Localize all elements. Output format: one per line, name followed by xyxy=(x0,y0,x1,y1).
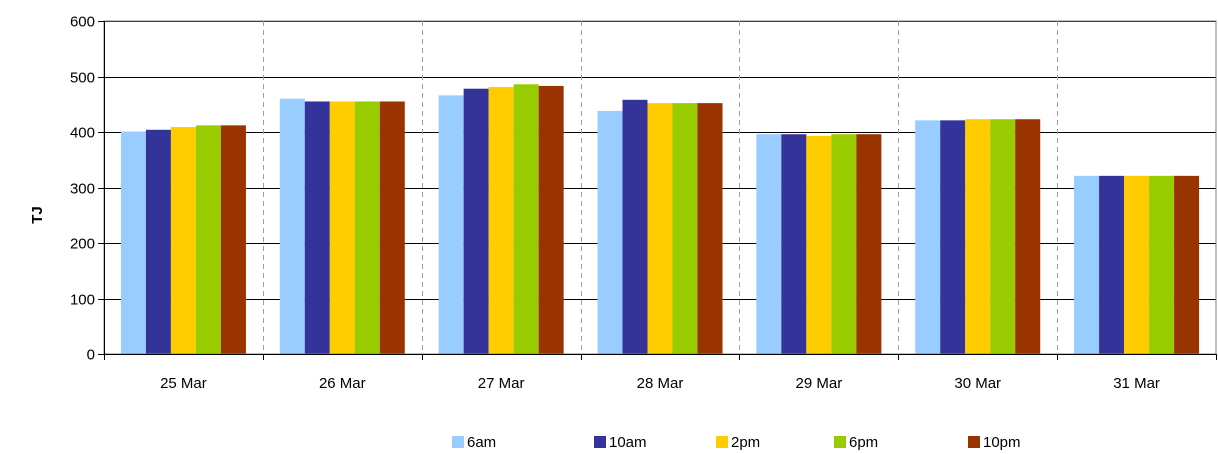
bar-10pm-26-mar xyxy=(379,101,405,354)
bar-2pm-31-mar xyxy=(1124,175,1150,354)
y-tick-label: 100 xyxy=(70,292,95,309)
y-tick-labels: 0 100 200 300 400 500 600 xyxy=(70,14,95,364)
bar-2pm-28-mar xyxy=(647,103,673,354)
x-tick-label: 31 Mar xyxy=(1113,375,1160,392)
legend-item-10pm: 10pm xyxy=(968,434,1021,451)
y-tick-label: 300 xyxy=(70,181,95,198)
legend-swatch xyxy=(834,436,846,448)
bar-10pm-27-mar xyxy=(538,85,564,354)
y-tick-label: 200 xyxy=(70,236,95,253)
legend-item-6am: 6am xyxy=(452,434,496,451)
bar-10am-28-mar xyxy=(622,99,648,354)
bar-6am-27-mar xyxy=(438,95,464,355)
legend-label: 2pm xyxy=(731,434,760,451)
legend-swatch xyxy=(968,436,980,448)
bar-10am-30-mar xyxy=(940,120,966,354)
bar-2pm-27-mar xyxy=(488,87,514,355)
bar-6am-26-mar xyxy=(279,98,305,354)
bar-2pm-25-mar xyxy=(170,127,196,354)
x-tick-label: 27 Mar xyxy=(478,375,525,392)
legend: 6am 10am 2pm 6pm 10pm xyxy=(452,434,1021,451)
x-tick-label: 25 Mar xyxy=(160,375,207,392)
x-tick-labels: 25 Mar 26 Mar 27 Mar 28 Mar 29 Mar 30 Mar 31 M… xyxy=(160,375,1160,392)
legend-item-6pm: 6pm xyxy=(834,434,878,451)
legend-label: 6am xyxy=(467,434,496,451)
y-tick-label: 600 xyxy=(70,14,95,31)
bar-2pm-26-mar xyxy=(329,101,355,354)
bar-10pm-25-mar xyxy=(220,125,246,354)
bar-6pm-27-mar xyxy=(513,84,539,355)
legend-label: 6pm xyxy=(849,434,878,451)
bar-6am-25-mar xyxy=(120,131,146,354)
y-axis-label: TJ xyxy=(29,206,46,224)
legend-label: 10pm xyxy=(983,434,1021,451)
bar-6am-28-mar xyxy=(597,110,623,354)
bar-6pm-28-mar xyxy=(672,103,698,354)
legend-swatch xyxy=(716,436,728,448)
legend-item-2pm: 2pm xyxy=(716,434,760,451)
bar-10pm-30-mar xyxy=(1015,119,1041,354)
bar-6am-30-mar xyxy=(915,120,941,354)
bars xyxy=(120,84,1200,355)
legend-item-10am: 10am xyxy=(594,434,647,451)
bar-6am-29-mar xyxy=(756,134,782,354)
x-tick-label: 30 Mar xyxy=(954,375,1001,392)
x-tick-label: 28 Mar xyxy=(637,375,684,392)
bar-10am-31-mar xyxy=(1099,175,1125,354)
legend-swatch xyxy=(452,436,464,448)
bar-10am-25-mar xyxy=(145,129,171,354)
y-tick-label: 0 xyxy=(87,347,95,364)
bar-6pm-26-mar xyxy=(354,101,380,354)
legend-swatch xyxy=(594,436,606,448)
bar-6pm-29-mar xyxy=(831,134,857,354)
bar-10am-27-mar xyxy=(463,88,489,355)
axes xyxy=(98,20,1217,360)
y-tick-label: 400 xyxy=(70,125,95,142)
bar-10pm-31-mar xyxy=(1174,175,1200,354)
bar-6pm-25-mar xyxy=(195,125,221,354)
x-tick-label: 29 Mar xyxy=(796,375,843,392)
x-tick-label: 26 Mar xyxy=(319,375,366,392)
bar-6pm-31-mar xyxy=(1149,175,1175,354)
bar-10am-26-mar xyxy=(304,101,330,354)
bar-10am-29-mar xyxy=(781,134,807,354)
bar-6pm-30-mar xyxy=(990,119,1016,354)
bar-2pm-30-mar xyxy=(965,119,991,354)
y-tick-label: 500 xyxy=(70,70,95,87)
bar-10pm-29-mar xyxy=(856,134,882,354)
bar-2pm-29-mar xyxy=(806,135,832,354)
legend-label: 10am xyxy=(609,434,647,451)
bar-10pm-28-mar xyxy=(697,103,723,354)
bar-6am-31-mar xyxy=(1074,175,1100,354)
